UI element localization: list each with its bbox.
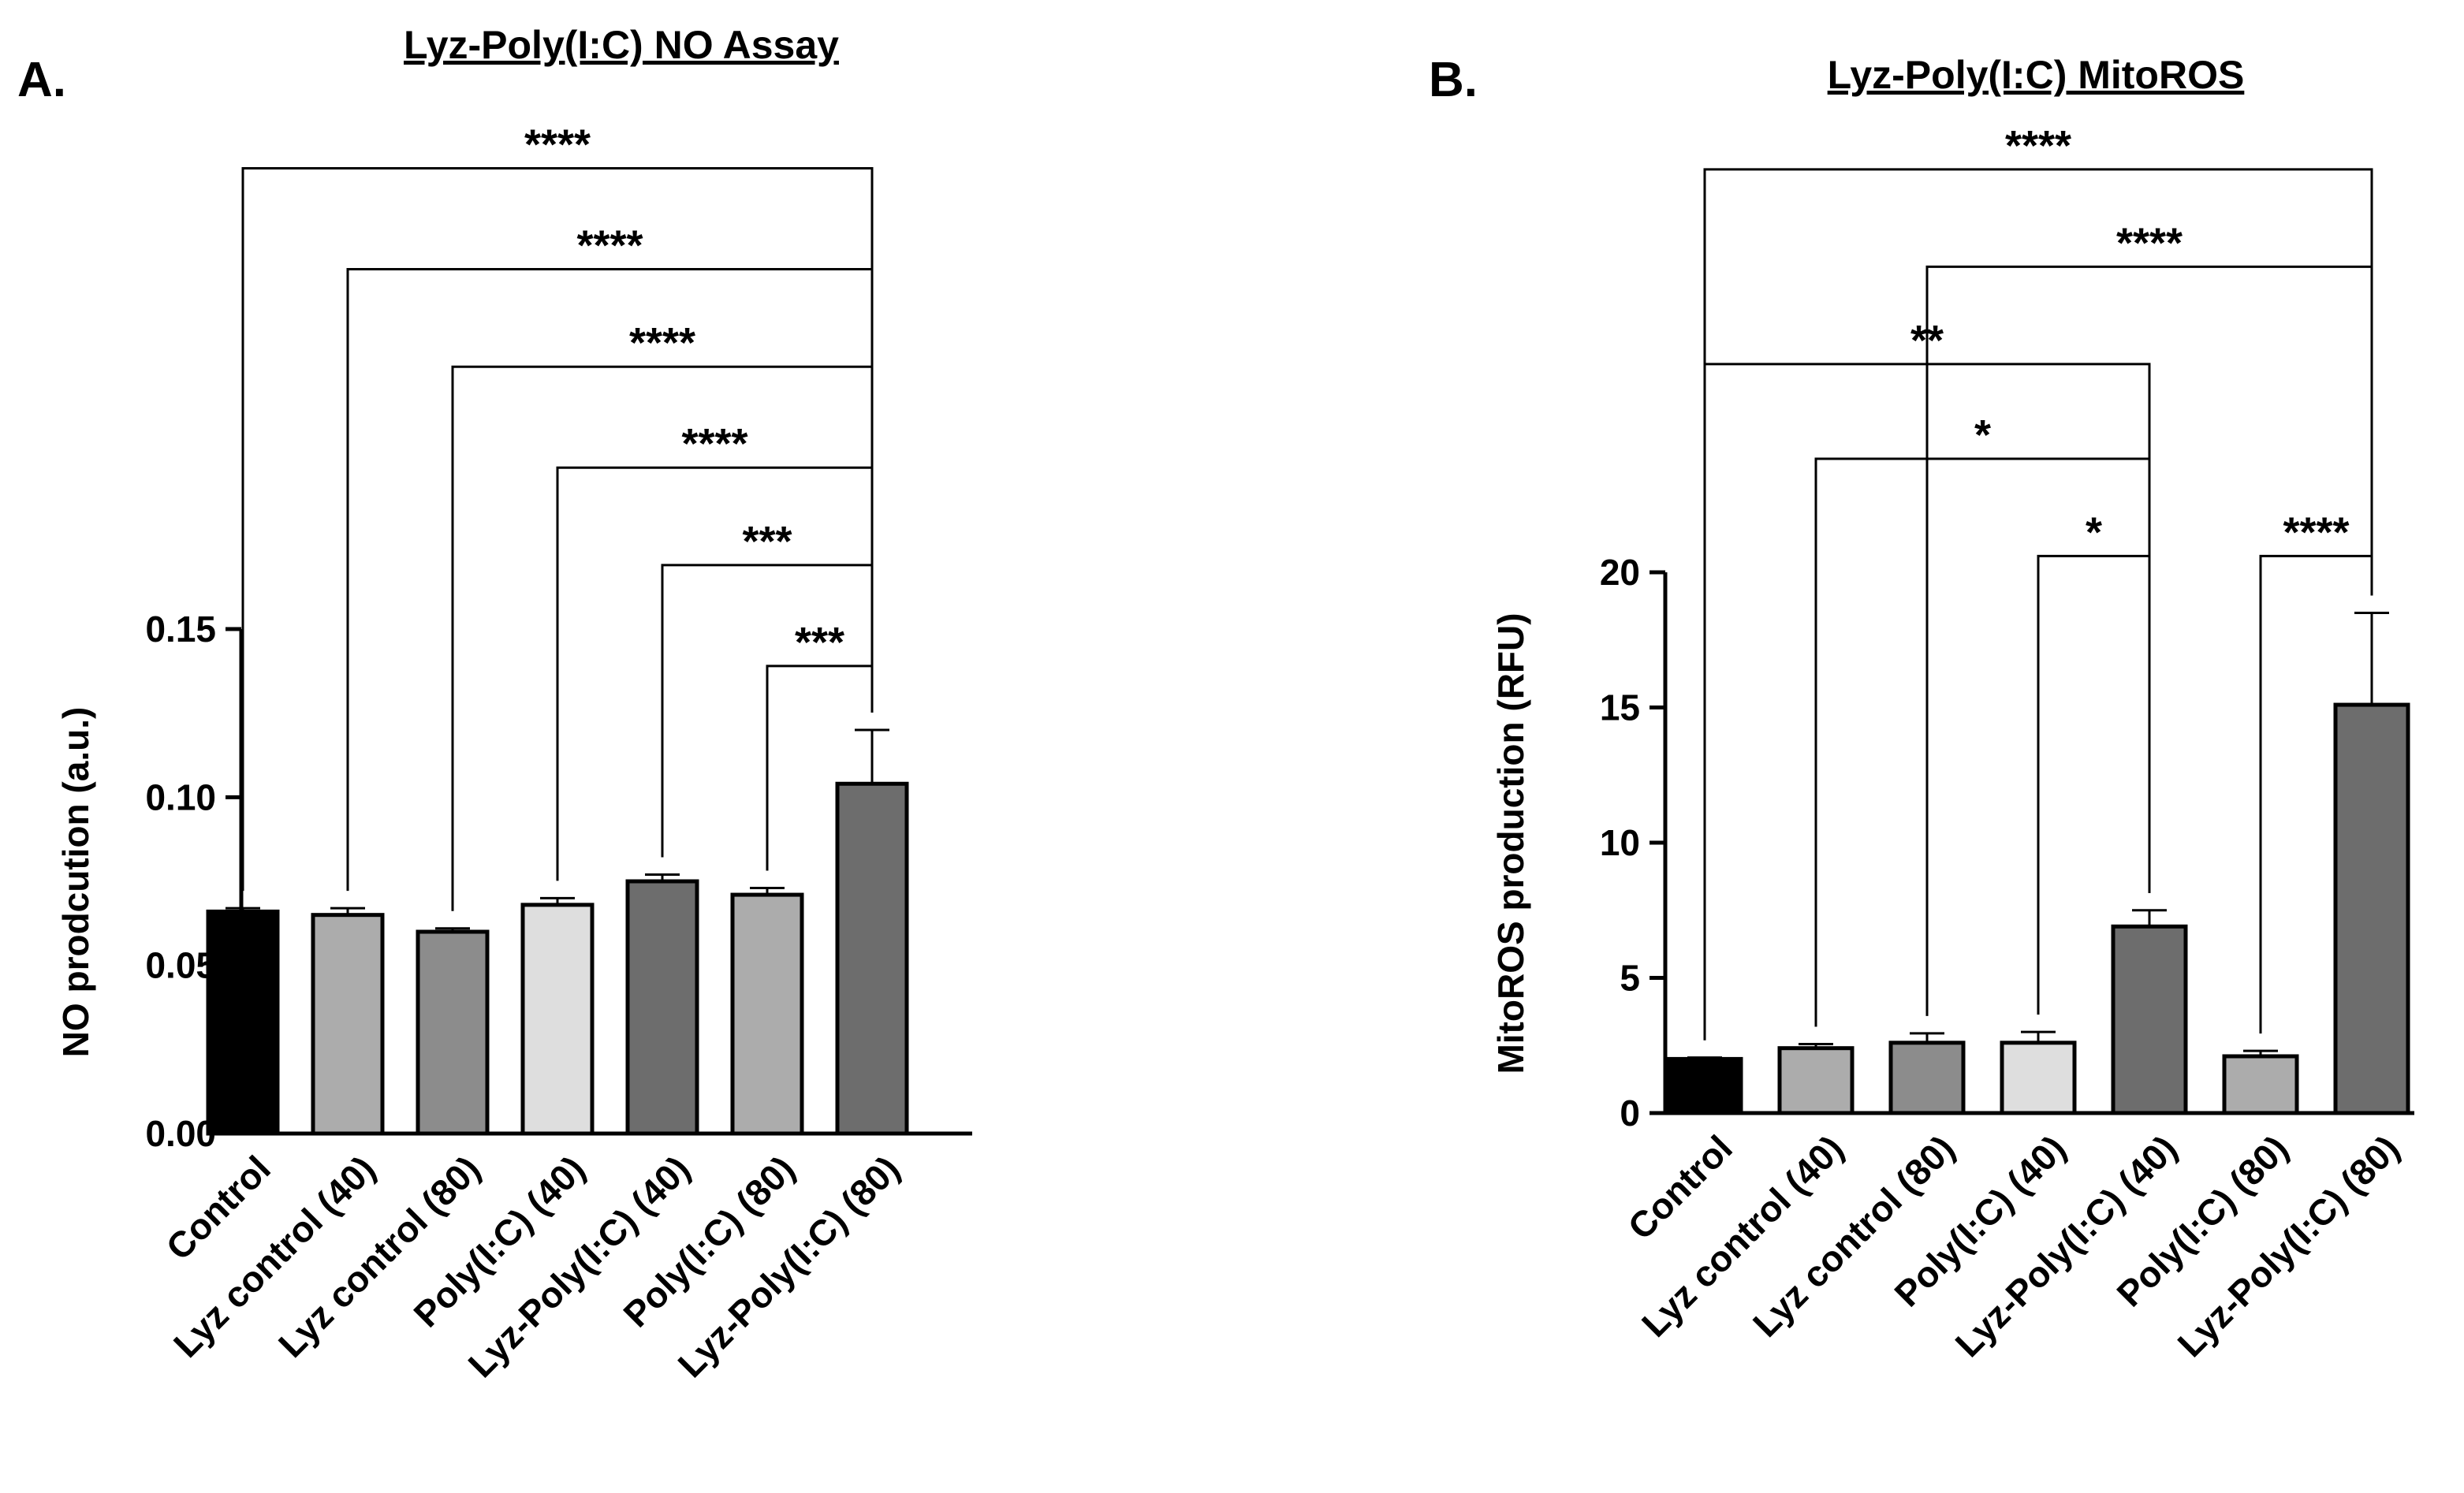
error-bar-2	[330, 907, 365, 915]
bar-7	[835, 781, 909, 1136]
y-tick-label: 20	[1600, 552, 1640, 593]
error-bar-4	[540, 896, 575, 905]
error-bar-6	[750, 887, 785, 895]
y-tick-label: 0.05	[145, 945, 216, 986]
bar-6	[2222, 1054, 2299, 1115]
y-tick-label: 0.00	[145, 1113, 216, 1154]
panel-b-significance-brackets: ************ ****	[1703, 122, 2373, 1041]
bar-1	[1666, 1056, 1743, 1115]
panel-b-label: B.	[1429, 53, 1478, 107]
category-label-3: Lyz control (80)	[1745, 1127, 1963, 1345]
significance-label: ****	[629, 319, 695, 367]
category-label-2: Lyz control (40)	[1634, 1127, 1851, 1345]
significance-label: *	[2086, 508, 2102, 556]
panel-a-significance-brackets: **********************	[241, 121, 874, 911]
panel-a-no-assay: A. Lyz-Poly(I:C) NO Assay NO prodcution …	[17, 23, 972, 1385]
y-tick-label: 15	[1600, 687, 1640, 728]
significance-label: **	[1910, 317, 1944, 364]
y-tick-label: 5	[1620, 958, 1640, 999]
significance-label: ****	[524, 121, 591, 168]
error-bar-2	[1799, 1043, 1833, 1048]
panel-b-mitoros: B. Lyz-Poly(I:C) MitoROS MitoROS product…	[1429, 53, 2414, 1365]
significance-bracket-6: ***	[766, 619, 874, 871]
error-bar-1	[1687, 1056, 1722, 1059]
bar-5	[2111, 924, 2188, 1115]
panel-b-y-axis-title: MitoROS production (RFU)	[1490, 612, 1531, 1074]
panel-b-title: Lyz-Poly(I:C) MitoROS	[1828, 53, 2245, 97]
error-bar-4	[2021, 1030, 2056, 1043]
significance-label: ***	[742, 518, 792, 565]
panel-a-title: Lyz-Poly(I:C) NO Assay	[404, 23, 839, 67]
error-bar-7	[855, 728, 889, 784]
significance-label: ****	[2005, 122, 2071, 169]
panel-a-y-ticks: 0.00 0.05 0.10 0.15	[145, 609, 241, 1154]
significance-bracket-4: *	[1814, 411, 2151, 1027]
error-bar-6	[2243, 1049, 2278, 1056]
significance-bracket-5: ***	[661, 518, 874, 858]
panel-b-y-ticks: 0 5 10 15 20	[1600, 552, 1665, 1134]
panel-b-error-bars	[1687, 611, 2389, 1059]
panel-a-label: A.	[17, 53, 66, 107]
significance-bracket-2: ****	[346, 222, 874, 892]
significance-bracket-2: ****	[1925, 219, 2373, 1016]
significance-label: ****	[576, 222, 643, 269]
y-tick-label: 0.15	[145, 609, 216, 650]
significance-label: ****	[681, 420, 747, 467]
error-bar-5	[2132, 909, 2167, 927]
bar-2	[1777, 1046, 1855, 1115]
y-tick-label: 0.10	[145, 776, 216, 817]
bar-3	[416, 929, 490, 1136]
y-tick-label: 0	[1620, 1093, 1640, 1134]
significance-label: ****	[2283, 508, 2349, 556]
significance-label: *	[1974, 411, 1991, 459]
error-bar-5	[645, 873, 680, 881]
error-bar-3	[1910, 1032, 1944, 1043]
bar-5	[625, 879, 699, 1136]
significance-bracket-5: *	[2037, 508, 2151, 1015]
bar-3	[1888, 1041, 1966, 1115]
bar-4	[520, 903, 595, 1136]
bar-2	[311, 913, 385, 1136]
error-bar-7	[2354, 611, 2389, 706]
error-bar-3	[435, 927, 470, 932]
y-tick-label: 10	[1600, 822, 1640, 863]
significance-bracket-6: ****	[2259, 508, 2373, 1034]
significance-label: ****	[2116, 219, 2183, 266]
bar-4	[2000, 1041, 2077, 1115]
significance-label: ***	[795, 619, 844, 666]
bar-7	[2333, 702, 2410, 1115]
panel-a-y-axis-title: NO prodcution (a.u.)	[55, 707, 96, 1058]
bar-6	[730, 892, 804, 1136]
